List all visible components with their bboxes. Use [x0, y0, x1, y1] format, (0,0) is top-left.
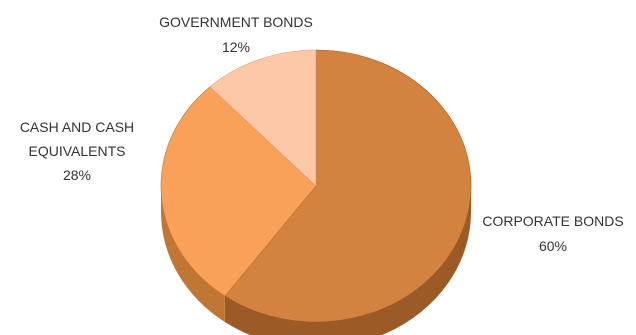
- pie-slices-group: [160, 49, 472, 323]
- slice-label-government-bonds: GOVERNMENT BONDS: [159, 14, 313, 30]
- slice-value-government-bonds: 12%: [222, 39, 250, 55]
- slice-cash-and-cash-equivalents: [160, 86, 317, 297]
- slice-label-corporate-bonds: CORPORATE BONDS: [482, 213, 623, 229]
- slice-side-cash-and-cash-equivalents: [161, 186, 225, 323]
- slice-label-cash-line1: CASH AND CASH: [20, 119, 134, 135]
- slice-side-corporate-bonds: [224, 186, 471, 335]
- slice-label-cash-line2: EQUIVALENTS: [29, 143, 126, 159]
- slice-value-corporate-bonds: 60%: [539, 238, 567, 254]
- slice-government-bonds: [209, 49, 317, 187]
- slice-corporate-bonds: [224, 49, 472, 323]
- pie-depth-group: [161, 186, 471, 335]
- slice-value-cash: 28%: [63, 167, 91, 183]
